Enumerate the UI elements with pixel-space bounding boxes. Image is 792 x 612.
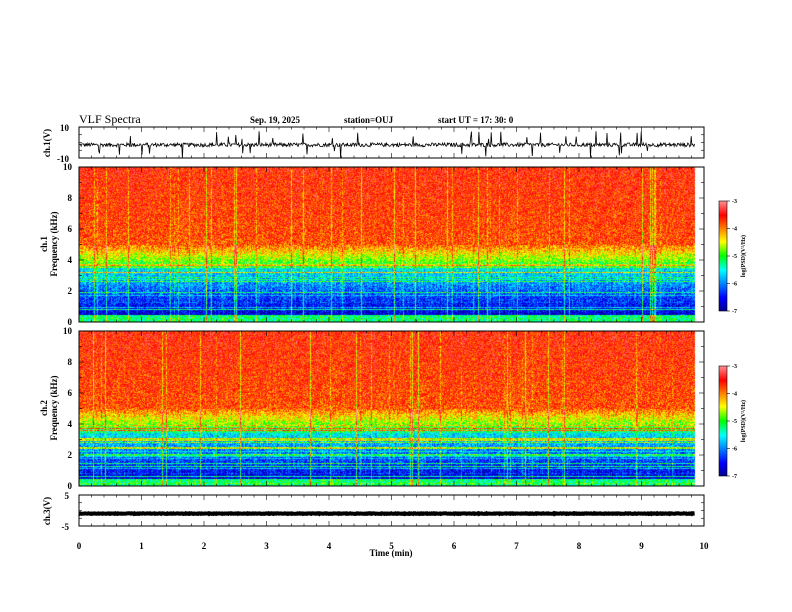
ch3-ylabel: ch.3(V) [42,497,52,525]
ch2-colorbar [718,365,728,477]
ch3-ytick-label-bottom: -5 [62,522,70,532]
ch2-colorbar-title: log(PSD)(V²/Hz) [740,400,747,442]
ch1-spectrogram-ytick-label: 10 [63,162,73,172]
x-tick-label: 7 [514,541,519,551]
ch2-spectrogram-ylabel-frequency: Frequency (kHz) [49,375,59,440]
ch2-spectrogram-colorbar-tick-label: -6 [732,447,737,453]
ch3-frame [78,494,705,527]
station-label: station=OUJ [344,115,394,125]
x-tick-label: 0 [77,541,82,551]
ch1-spectrogram-ytick-label: 6 [68,224,73,234]
ch1-spectrogram-frame [78,166,705,323]
figure-title: VLF Spectra [79,112,141,126]
ch1-spectrogram-ytick-label: 2 [68,286,73,296]
ch1-frame [78,126,705,159]
x-tick-label: 5 [389,541,394,551]
ch1-spectrogram-colorbar-tick-label: -7 [732,309,737,315]
ch1-colorbar-title: log(PSD)(V²/Hz) [740,235,747,277]
x-tick-label: 6 [452,541,457,551]
ch3-waveform-panel: 5 -5 ch.3(V) 0 1 2 3 4 5 6 7 8 9 10 Time (min) [42,491,709,558]
ch2-spectrogram-colorbar-tick-label: -4 [732,392,737,398]
ch1-spectrogram-colorbar-tick-label: -4 [732,227,737,233]
ch2-spectrogram-colorbar-tick-label: -7 [732,474,737,480]
ch1-spectrogram-ylabel-channel: ch.1 [39,236,49,252]
start-time-label: start UT = 17: 30: 0 [438,115,514,125]
x-tick-label: 8 [577,541,582,551]
ch1-spectrogram-colorbar-tick-label: -6 [732,282,737,288]
ch1-spectrogram-ylabel-frequency: Frequency (kHz) [49,211,59,276]
ch2-spectrogram-ytick-label: 10 [63,326,73,336]
ch2-spectrogram-ytick-label: 6 [68,388,73,398]
ch2-spectrogram-ytick-label: 4 [68,419,73,429]
x-tick-label: 3 [264,541,269,551]
ch1-spectrogram-ytick-label: 8 [68,193,73,203]
x-tick-label: 4 [327,541,332,551]
ch3-ytick-label-top: 5 [65,491,70,501]
ch1-ytick-label-bottom: -10 [57,154,69,164]
ch1-waveform-trace [78,131,695,159]
ch1-ytick-label-top: 10 [60,123,70,133]
x-tick-label: 1 [139,541,144,551]
x-tick-label: 2 [202,541,207,551]
ch1-spectrogram-colorbar-tick-label: -3 [732,199,737,205]
ch1-spectrogram-image [79,167,704,322]
x-tick-label: 9 [639,541,644,551]
x-axis-label: Time (min) [369,548,412,558]
ch2-spectrogram-ytick-label: 8 [68,357,73,367]
ch1-spectrogram-colorbar-tick-label: -5 [732,254,737,260]
ch1-ylabel: ch.1(V) [42,129,52,157]
ch1-colorbar [718,200,728,312]
ch1-spectrogram-ytick-label: 0 [68,317,73,327]
ch2-spectrogram-frame [78,330,705,487]
x-tick-label: 10 [700,541,710,551]
ch2-spectrogram-ylabel-channel: ch.2 [39,400,49,416]
ch2-spectrogram-colorbar-tick-label: -3 [732,364,737,370]
ch2-spectrogram-image [79,331,704,486]
ch3-waveform-trace [78,510,695,517]
date-label: Sep. 19, 2025 [250,115,301,125]
ch2-spectrogram-ytick-label: 2 [68,450,73,460]
ch2-spectrogram-colorbar-tick-label: -5 [732,419,737,425]
ch2-spectrogram-ytick-label: 0 [68,481,73,491]
ch1-waveform-panel: 10 -10 ch.1(V) [42,123,705,164]
ch1-spectrogram-ytick-label: 4 [68,255,73,265]
